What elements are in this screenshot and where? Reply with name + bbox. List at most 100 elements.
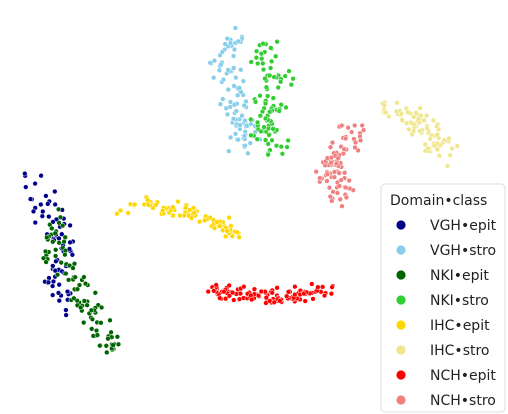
point-nki-stro: [265, 93, 271, 99]
legend-label-ihc-epit: IHC•epit: [430, 318, 490, 334]
point-ihc-epit: [229, 233, 235, 239]
legend-entries: VGH•epit VGH•stro NKI•epit NKI•stro IHC•epit…: [395, 218, 497, 409]
point-vgh-epit: [56, 298, 62, 304]
point-vgh-stro: [240, 78, 247, 84]
point-vgh-epit: [56, 282, 62, 288]
point-ihc-epit: [191, 210, 197, 216]
point-nki-epit: [72, 274, 78, 280]
point-vgh-epit: [49, 283, 56, 289]
point-vgh-epit: [69, 252, 76, 258]
point-nch-stro: [346, 177, 352, 184]
point-nch-stro: [331, 174, 338, 180]
point-nki-epit: [82, 280, 89, 287]
point-vgh-epit: [64, 288, 71, 295]
point-nch-epit: [248, 292, 254, 299]
point-nki-stro: [258, 51, 264, 57]
legend-label-vgh-epit: VGH•epit: [430, 218, 497, 234]
point-vgh-epit: [46, 275, 52, 281]
point-vgh-epit: [40, 208, 46, 215]
point-nki-stro: [275, 84, 281, 91]
point-nki-epit: [81, 319, 87, 326]
point-nch-epit: [267, 298, 273, 304]
legend: Domain•class VGH•epit VGH•stro NKI•epit NKI…: [380, 183, 506, 413]
legend-marker-nch-epit: [395, 369, 407, 381]
point-nki-epit: [62, 234, 68, 240]
point-ihc-epit: [125, 210, 131, 216]
point-vgh-epit: [63, 307, 69, 313]
point-ihc-epit: [170, 212, 176, 219]
point-ihc-stro: [418, 112, 424, 119]
point-nki-stro: [276, 108, 282, 114]
legend-label-nki-epit: NKI•epit: [430, 268, 489, 284]
legend-title: Domain•class: [390, 193, 487, 209]
point-ihc-stro: [447, 152, 453, 158]
point-nch-epit: [221, 289, 227, 295]
point-vgh-epit: [32, 180, 38, 187]
point-nch-stro: [328, 160, 334, 166]
point-ihc-epit: [153, 202, 159, 208]
point-ihc-stro: [394, 100, 400, 106]
point-vgh-stro: [207, 60, 213, 66]
point-nki-epit: [108, 329, 114, 335]
point-ihc-epit: [132, 201, 138, 208]
point-ihc-epit: [145, 202, 152, 208]
point-ihc-stro: [449, 145, 455, 152]
point-nki-stro: [286, 68, 292, 74]
point-vgh-epit: [27, 196, 34, 202]
point-nki-epit: [71, 261, 78, 267]
point-nch-stro: [339, 203, 345, 209]
point-ihc-epit: [222, 233, 229, 240]
point-nki-epit: [70, 265, 76, 271]
legend-marker-ihc-epit: [395, 319, 407, 331]
point-nch-stro: [340, 150, 347, 157]
point-nki-stro: [267, 65, 274, 71]
point-ihc-stro: [398, 111, 405, 117]
point-vgh-stro: [242, 117, 248, 124]
point-vgh-stro: [247, 140, 253, 146]
point-ihc-stro: [444, 163, 451, 169]
point-nch-epit: [302, 298, 308, 304]
point-vgh-stro: [231, 65, 237, 71]
point-vgh-epit: [45, 201, 51, 207]
point-nki-epit: [55, 206, 62, 212]
point-vgh-stro: [245, 150, 251, 156]
point-ihc-stro: [411, 121, 417, 127]
point-nki-stro: [262, 100, 269, 107]
point-vgh-stro: [216, 67, 223, 73]
point-nki-stro: [268, 58, 275, 65]
point-nki-stro: [253, 48, 260, 54]
point-nki-stro: [274, 39, 280, 45]
point-vgh-epit: [43, 193, 49, 199]
point-nki-stro: [267, 72, 273, 79]
point-vgh-stro: [222, 41, 228, 47]
point-nch-stro: [337, 196, 343, 202]
point-ihc-stro: [381, 102, 387, 109]
point-nch-epit: [237, 290, 244, 297]
point-vgh-epit: [67, 222, 73, 229]
point-nki-stro: [261, 124, 267, 130]
point-vgh-stro: [239, 113, 245, 119]
point-nki-stro: [283, 104, 289, 111]
point-vgh-epit: [22, 170, 28, 177]
point-vgh-epit: [50, 292, 56, 298]
point-ihc-epit: [114, 211, 120, 217]
point-vgh-epit: [45, 279, 52, 285]
point-vgh-stro: [237, 122, 243, 128]
point-nch-stro: [338, 177, 344, 183]
legend-marker-vgh-stro: [395, 244, 407, 256]
point-vgh-stro: [226, 148, 232, 154]
point-nki-stro: [271, 74, 277, 80]
point-ihc-stro: [399, 117, 405, 123]
point-nch-epit: [310, 296, 316, 302]
point-vgh-stro: [211, 58, 218, 64]
point-nch-stro: [336, 170, 342, 176]
point-nch-stro: [334, 190, 341, 196]
point-nch-stro: [352, 144, 358, 151]
point-nki-stro: [262, 75, 268, 82]
point-ihc-stro: [406, 126, 412, 132]
point-vgh-epit: [55, 290, 62, 296]
point-nki-stro: [257, 93, 263, 99]
point-nki-stro: [257, 113, 263, 119]
point-ihc-epit: [188, 215, 195, 221]
point-ihc-epit: [183, 205, 189, 211]
